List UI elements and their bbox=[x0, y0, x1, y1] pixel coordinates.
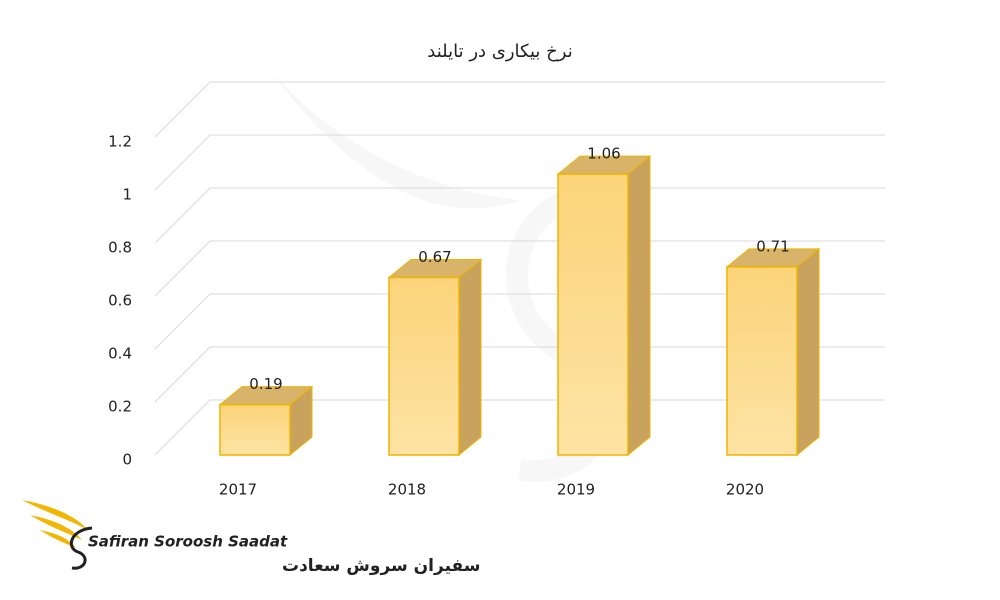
bar-front bbox=[219, 403, 291, 456]
y-tick-label: 0 bbox=[122, 451, 132, 469]
value-label: 1.06 bbox=[587, 145, 620, 163]
bar bbox=[556, 155, 652, 457]
logo: Safiran Soroosh Saadat سفیران سروش سعادت bbox=[22, 500, 480, 576]
y-tick-label: 1 bbox=[122, 186, 132, 204]
y-tick-label: 0.2 bbox=[108, 398, 132, 416]
grid-line bbox=[154, 187, 885, 244]
bar-front bbox=[388, 276, 460, 456]
bar bbox=[218, 385, 314, 457]
chart-title: نرخ بیکاری در تایلند bbox=[427, 41, 572, 62]
bar bbox=[387, 258, 483, 457]
value-label: 0.71 bbox=[756, 237, 789, 255]
value-label: 0.19 bbox=[249, 375, 282, 393]
grid-line bbox=[154, 293, 885, 350]
logo-name: Safiran Soroosh Saadat bbox=[88, 533, 288, 551]
grid-line bbox=[154, 346, 885, 403]
bar bbox=[725, 247, 821, 457]
bar-front bbox=[557, 173, 629, 456]
x-tick-label: 2018 bbox=[388, 481, 426, 499]
bar-front bbox=[726, 266, 798, 456]
y-tick-label: 0.6 bbox=[108, 292, 132, 310]
x-tick-label: 2019 bbox=[557, 481, 595, 499]
grid-line bbox=[154, 81, 885, 138]
bar-side bbox=[458, 258, 482, 457]
grid-line bbox=[154, 134, 885, 191]
y-tick-label: 1.2 bbox=[108, 133, 132, 151]
x-tick-label: 2017 bbox=[219, 481, 257, 499]
grid-line bbox=[154, 399, 885, 456]
y-tick-label: 0.8 bbox=[108, 239, 132, 257]
x-tick-label: 2020 bbox=[726, 481, 764, 499]
bar-side bbox=[627, 155, 651, 457]
grid-line bbox=[154, 240, 885, 297]
bar-side bbox=[796, 247, 820, 457]
logo-name-fa: سفیران سروش سعادت bbox=[282, 556, 480, 576]
y-tick-label: 0.4 bbox=[108, 345, 132, 363]
value-label: 0.67 bbox=[418, 248, 451, 266]
